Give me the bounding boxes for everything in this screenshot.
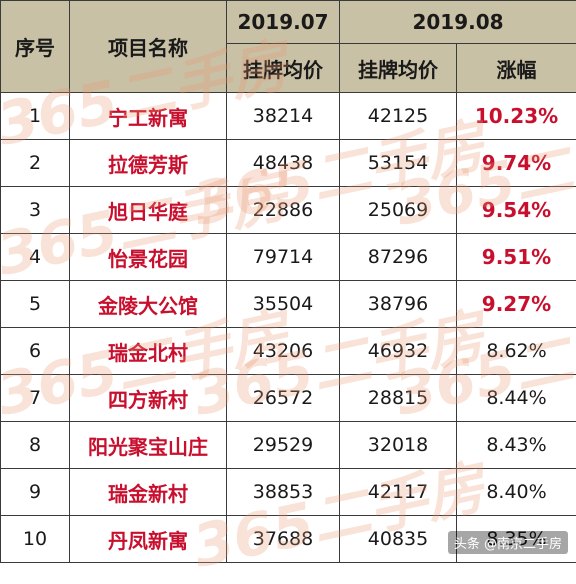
header-period-1: 2019.07 [227,1,340,44]
header-period-2-price: 挂牌均价 [340,44,457,93]
period-2-price: 40835 [340,516,457,563]
project-name: 四方新村 [70,375,227,422]
header-period-1-price: 挂牌均价 [227,44,340,93]
row-index: 1 [1,93,70,140]
period-1-price: 79714 [227,234,340,281]
price-change: 10.23% [457,93,576,140]
row-index: 9 [1,469,70,516]
period-2-price: 87296 [340,234,457,281]
project-name: 拉德芳斯 [70,140,227,187]
row-index: 8 [1,422,70,469]
period-1-price: 29529 [227,422,340,469]
price-change: 9.54% [457,187,576,234]
period-2-price: 38796 [340,281,457,328]
project-name: 旭日华庭 [70,187,227,234]
period-1-price: 35504 [227,281,340,328]
period-1-price: 43206 [227,328,340,375]
header-period-2: 2019.08 [340,1,576,44]
period-2-price: 42117 [340,469,457,516]
project-name: 金陵大公馆 [70,281,227,328]
period-1-price: 22886 [227,187,340,234]
period-2-price: 46932 [340,328,457,375]
row-index: 7 [1,375,70,422]
period-2-price: 42125 [340,93,457,140]
table-header: 序号 项目名称 2019.07 2019.08 挂牌均价 挂牌均价 涨幅 [1,1,576,93]
project-name: 瑞金新村 [70,469,227,516]
project-name: 阳光聚宝山庄 [70,422,227,469]
period-2-price: 32018 [340,422,457,469]
price-change: 8.40% [457,469,576,516]
period-1-price: 38214 [227,93,340,140]
period-2-price: 25069 [340,187,457,234]
project-name: 瑞金北村 [70,328,227,375]
header-index: 序号 [1,1,70,93]
brand-tag: 头条 @南京二手房 [448,531,568,554]
period-1-price: 26572 [227,375,340,422]
price-change: 8.43% [457,422,576,469]
price-change: 9.27% [457,281,576,328]
price-change: 9.74% [457,140,576,187]
period-1-price: 38853 [227,469,340,516]
project-name: 怡景花园 [70,234,227,281]
period-1-price: 48438 [227,140,340,187]
row-index: 6 [1,328,70,375]
header-change: 涨幅 [457,44,576,93]
period-1-price: 37688 [227,516,340,563]
row-index: 10 [1,516,70,563]
row-index: 3 [1,187,70,234]
row-index: 4 [1,234,70,281]
header-project-name: 项目名称 [70,1,227,93]
price-change: 8.44% [457,375,576,422]
period-2-price: 53154 [340,140,457,187]
price-change: 9.51% [457,234,576,281]
period-2-price: 28815 [340,375,457,422]
row-index: 2 [1,140,70,187]
row-index: 5 [1,281,70,328]
price-change: 8.62% [457,328,576,375]
project-name: 宁工新寓 [70,93,227,140]
project-name: 丹凤新寓 [70,516,227,563]
